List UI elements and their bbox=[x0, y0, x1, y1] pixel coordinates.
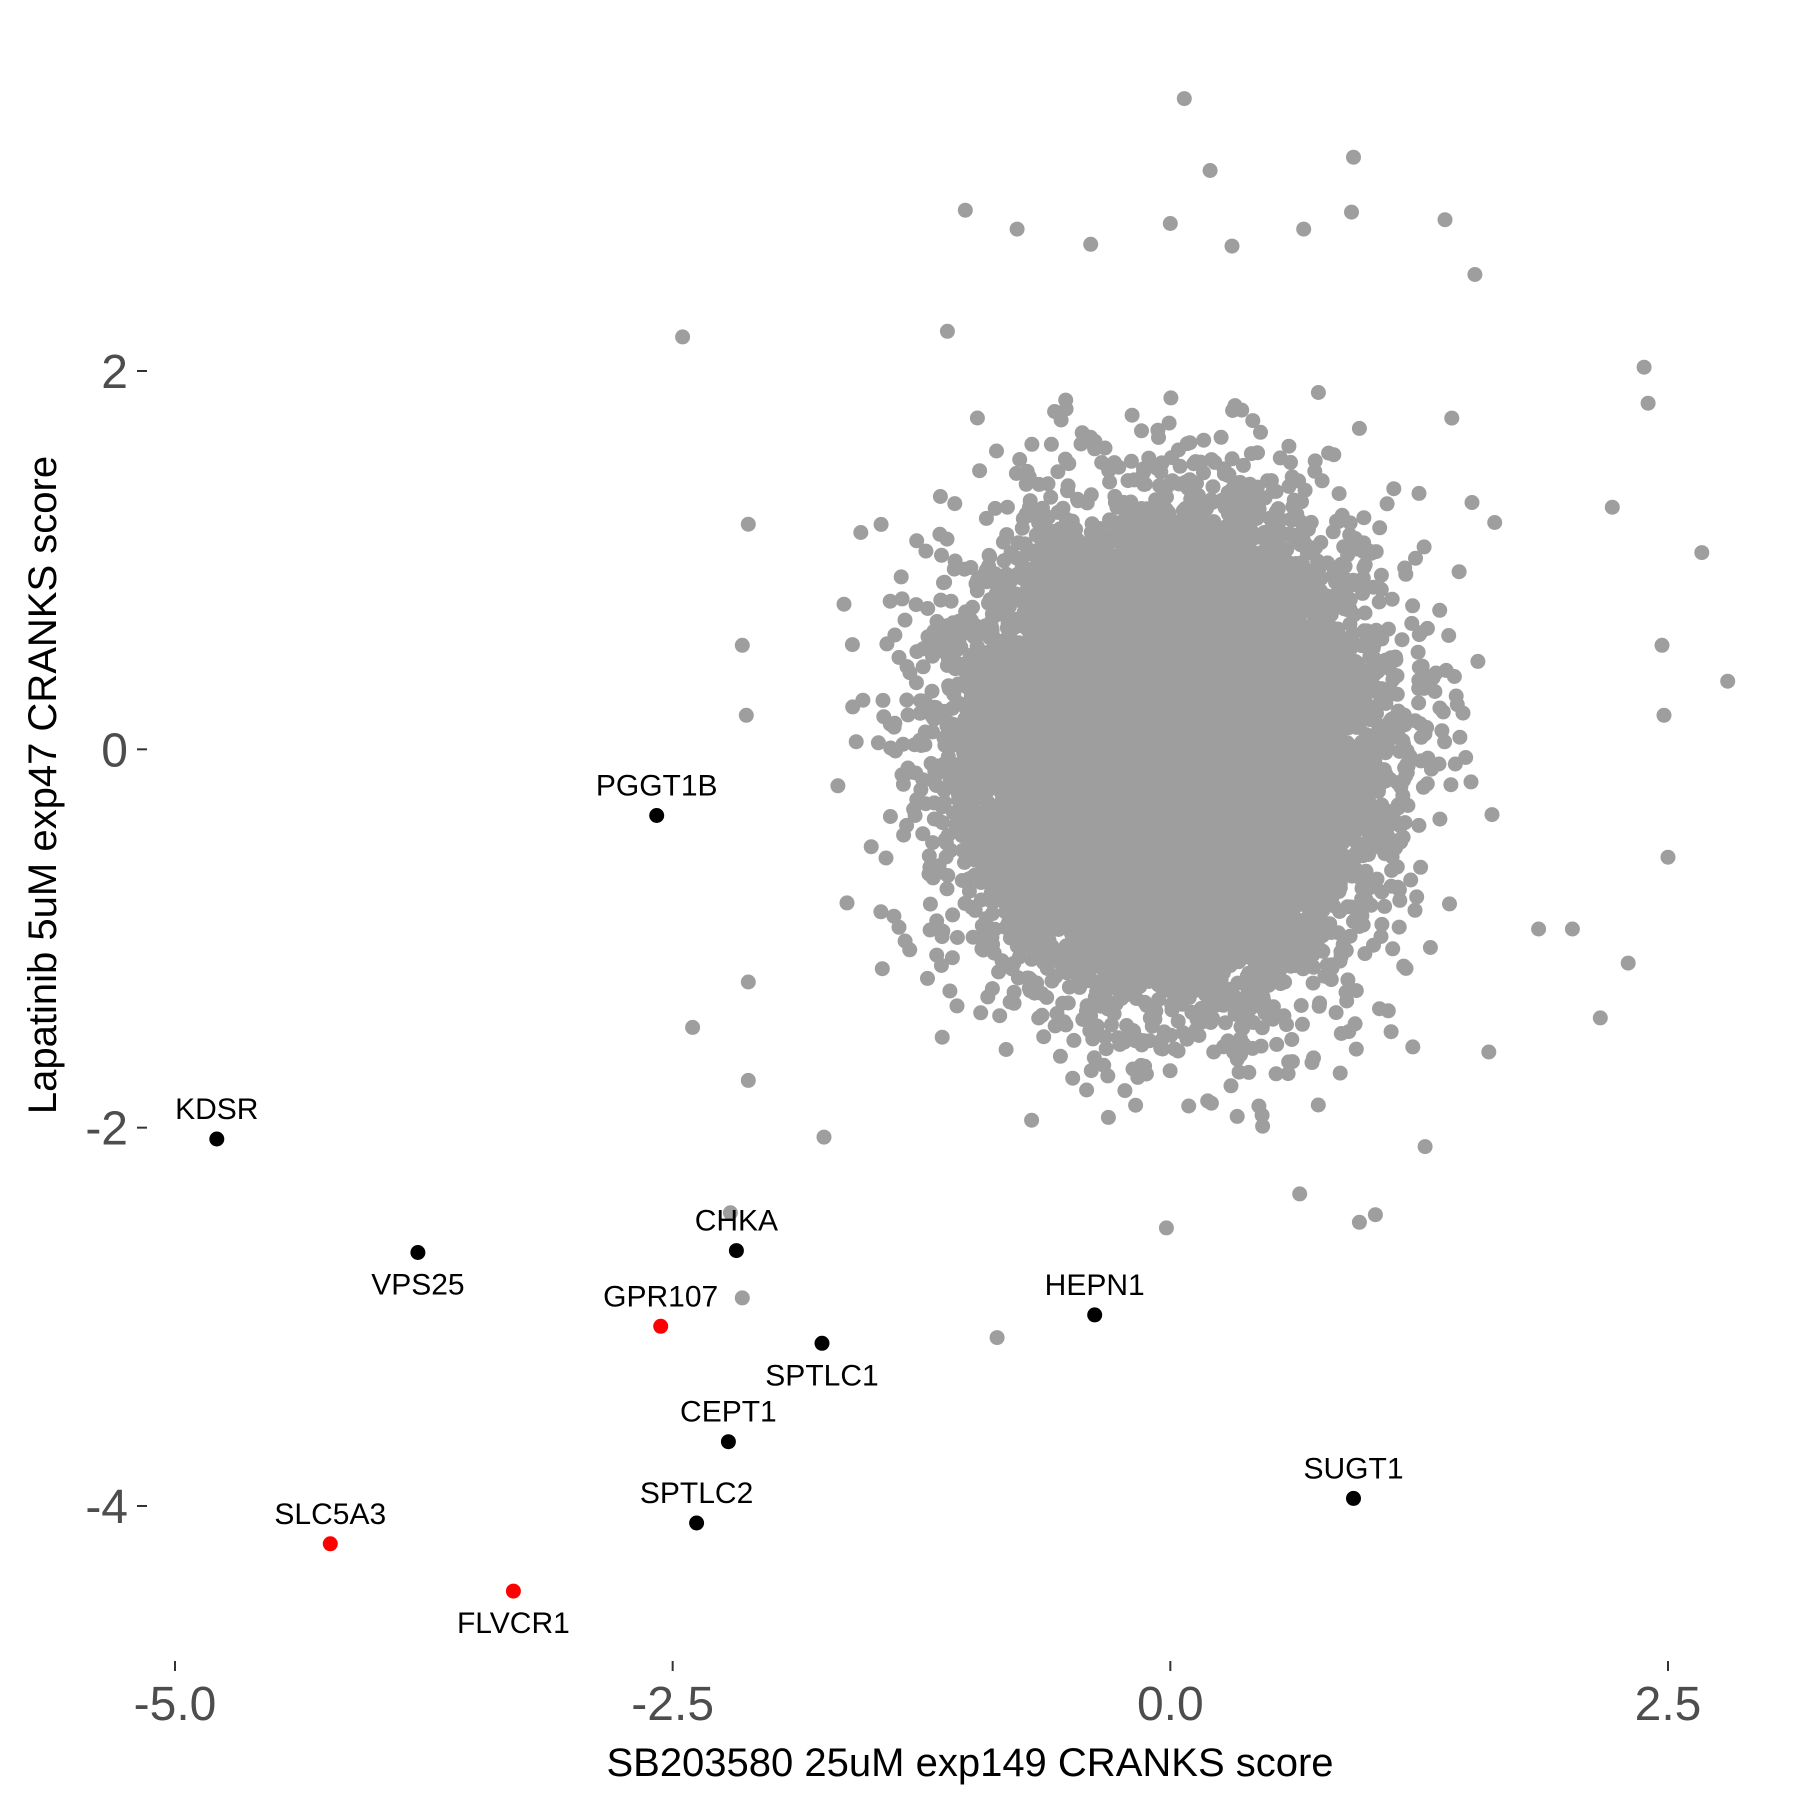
background-point bbox=[839, 895, 855, 911]
background-points bbox=[830, 385, 1503, 1134]
background-point bbox=[1181, 1098, 1197, 1114]
background-point bbox=[1432, 602, 1448, 618]
background-point bbox=[999, 499, 1015, 515]
background-point bbox=[863, 839, 879, 855]
background-point bbox=[897, 612, 913, 628]
background-point bbox=[875, 692, 891, 708]
background-point bbox=[1196, 432, 1212, 448]
background-point bbox=[1411, 817, 1427, 833]
background-point bbox=[1455, 705, 1471, 721]
background-point bbox=[1293, 998, 1309, 1013]
background-point bbox=[1487, 515, 1503, 530]
background-point bbox=[893, 569, 909, 585]
background-point bbox=[1310, 385, 1326, 400]
background-point bbox=[1310, 1097, 1326, 1113]
background-point bbox=[874, 961, 890, 977]
background-point bbox=[1036, 1029, 1052, 1045]
background-point bbox=[1348, 1041, 1364, 1057]
background-point bbox=[876, 709, 892, 725]
background-point bbox=[873, 516, 889, 532]
background-point bbox=[942, 983, 958, 999]
background-point bbox=[1413, 859, 1429, 875]
background-point bbox=[1117, 1083, 1133, 1099]
background-point bbox=[1223, 1078, 1239, 1094]
background-point bbox=[945, 907, 961, 923]
background-point bbox=[949, 998, 965, 1014]
background-point bbox=[1024, 1112, 1040, 1128]
